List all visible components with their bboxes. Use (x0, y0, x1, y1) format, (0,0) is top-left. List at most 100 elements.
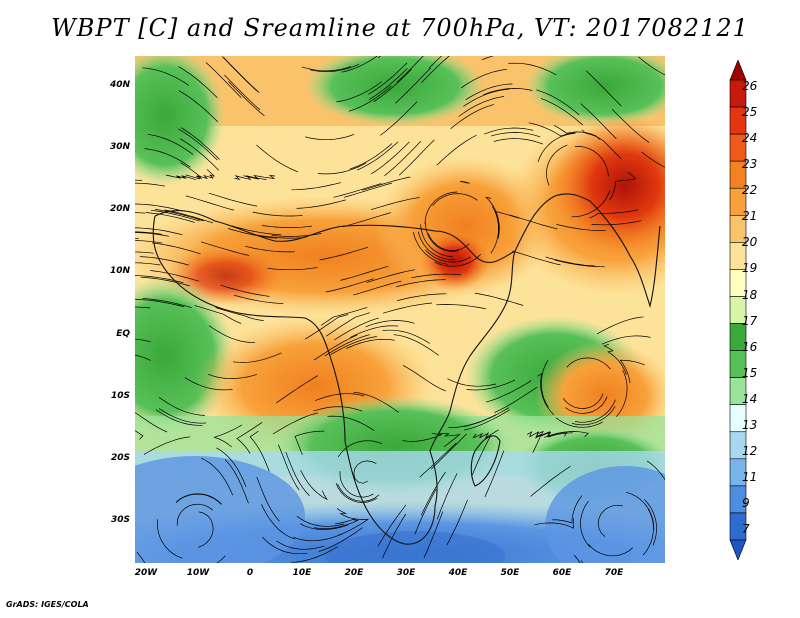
streamline (423, 511, 444, 559)
colorbar-label-18: 18 (742, 288, 758, 302)
streamline (197, 169, 215, 180)
streamline (301, 66, 352, 72)
streamline (589, 209, 639, 219)
streamline (232, 225, 282, 236)
streamline (380, 101, 418, 136)
streamline (643, 499, 657, 546)
streamline (228, 228, 278, 239)
streamline (136, 551, 146, 563)
colorbar-segments (729, 60, 747, 560)
streamline (342, 212, 391, 228)
streamline (178, 66, 218, 98)
streamline (493, 138, 543, 145)
streamline (207, 373, 257, 379)
streamline (395, 67, 432, 104)
streamline (556, 223, 606, 232)
streamline (573, 554, 581, 563)
streamline (234, 175, 267, 181)
streamline (346, 338, 395, 349)
streamline (427, 233, 470, 251)
streamline (325, 278, 375, 293)
streamline (642, 508, 654, 556)
streamline (588, 543, 633, 557)
colorbar-segment (729, 539, 747, 560)
lon-label-0: 0 (246, 568, 254, 578)
streamline (197, 511, 214, 548)
streamline (150, 270, 200, 282)
streamline (562, 393, 604, 409)
lon-label-60e: 60E (552, 568, 572, 578)
streamline (285, 451, 310, 496)
streamline (143, 436, 191, 455)
streamline (135, 354, 151, 361)
streamline (486, 380, 532, 403)
colorbar-label-16: 16 (742, 340, 758, 354)
streamline (434, 254, 481, 267)
streamline (472, 429, 499, 439)
streamline (580, 103, 617, 140)
streamline (334, 317, 379, 341)
streamline (272, 412, 319, 435)
streamline (304, 314, 349, 340)
streamline (412, 231, 448, 265)
streamline (432, 193, 478, 207)
streamline (208, 192, 258, 207)
streamline (646, 460, 665, 481)
streamline (256, 234, 307, 239)
streamline (256, 476, 280, 522)
streamline (337, 440, 383, 458)
map-title: WBPT [C] and Sreamline at 700hPa, VT: 20… (51, 14, 749, 42)
streamline (335, 508, 356, 525)
streamline (348, 85, 392, 112)
colorbar-label-26: 26 (742, 79, 758, 93)
streamline (382, 329, 431, 344)
streamline (165, 174, 197, 181)
streamline (471, 434, 492, 477)
streamline (546, 144, 568, 186)
lon-label-50e: 50E (500, 568, 520, 578)
streamline (185, 195, 234, 211)
streamline (142, 67, 189, 86)
streamline (490, 205, 499, 254)
streamline (575, 146, 609, 177)
streamline (291, 546, 339, 563)
streamline (184, 377, 233, 391)
streamline (464, 409, 510, 431)
streamline (327, 415, 375, 431)
streamline (466, 379, 516, 391)
streamline (540, 98, 584, 126)
streamline (319, 246, 369, 261)
streamline (421, 56, 450, 83)
streamline (603, 343, 627, 376)
colorbar (729, 60, 747, 560)
streamline (135, 430, 144, 440)
streamline (305, 133, 355, 141)
streamline (324, 334, 370, 357)
streamline (276, 540, 325, 550)
lat-label-40n: 40N (109, 80, 130, 90)
colorbar-label-19: 19 (742, 261, 758, 275)
streamline (463, 88, 510, 107)
streamline (151, 242, 201, 255)
streamline (591, 220, 642, 226)
colorbar-label-14: 14 (742, 392, 758, 406)
streamline (353, 280, 402, 296)
streamline (252, 211, 303, 217)
streamline (481, 56, 495, 61)
streamline (371, 141, 410, 175)
streamline (140, 276, 190, 287)
streamline (398, 139, 435, 176)
streamline (339, 471, 374, 498)
streamline (135, 182, 166, 187)
streamline (318, 527, 363, 552)
streamline (178, 128, 218, 161)
streamline (135, 232, 170, 237)
streamline (156, 519, 183, 559)
streamline (232, 352, 282, 363)
streamline (534, 518, 575, 529)
streamline (300, 470, 328, 501)
lat-label-20n: 20N (109, 204, 130, 214)
colorbar-label-21: 21 (742, 209, 758, 223)
streamline (326, 312, 371, 337)
streamline (596, 316, 644, 335)
